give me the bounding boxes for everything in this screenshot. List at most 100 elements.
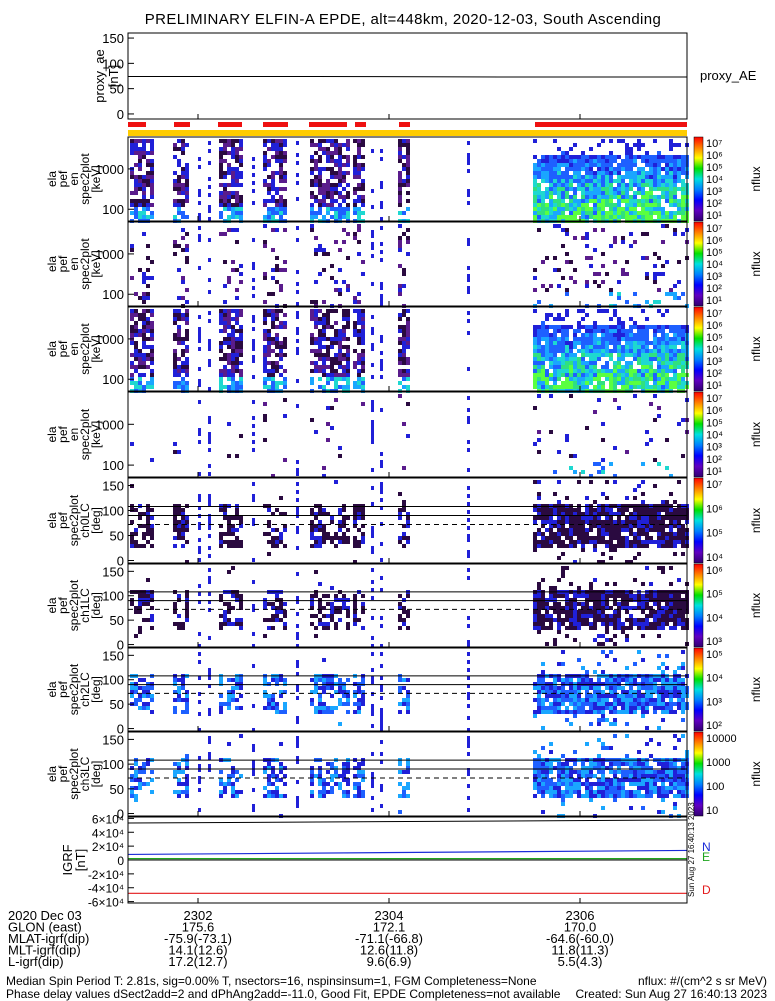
flux-cell — [231, 369, 235, 373]
flux-cell — [649, 686, 653, 690]
flux-cell — [130, 544, 134, 548]
flux-cell — [597, 195, 601, 199]
flux-cell — [138, 630, 142, 634]
flux-cell — [553, 602, 557, 606]
flux-cell — [549, 341, 553, 345]
flux-cell — [601, 698, 605, 702]
flux-cell — [553, 256, 557, 260]
flux-cell — [621, 187, 625, 191]
flux-cell — [597, 602, 601, 606]
flux-cell — [275, 139, 279, 143]
flux-cell — [589, 586, 593, 590]
flux-cell — [553, 167, 557, 171]
flux-cell — [565, 341, 569, 345]
flux-cell — [665, 536, 669, 540]
flux-cell — [296, 331, 299, 335]
flux-cell — [569, 698, 573, 702]
flux-cell — [553, 642, 557, 646]
flux-cell — [181, 296, 185, 300]
flux-cell — [645, 726, 649, 730]
flux-cell — [173, 203, 177, 207]
flux-cell — [653, 682, 657, 686]
flux-cell — [545, 167, 549, 171]
flux-cell — [227, 333, 231, 337]
flux-cell — [617, 365, 621, 369]
flux-cell — [673, 614, 677, 618]
flux-cell — [130, 361, 134, 365]
flux-cell — [597, 325, 601, 329]
flux-cell — [609, 520, 613, 524]
flux-cell — [585, 702, 589, 706]
flux-cell — [561, 159, 565, 163]
flux-cell — [593, 365, 597, 369]
flux-cell — [208, 526, 211, 530]
flux-cell — [573, 236, 577, 240]
flux-cell — [557, 702, 561, 706]
flux-cell — [235, 516, 239, 520]
flux-cell — [310, 598, 314, 602]
flux-cell — [227, 678, 231, 682]
flux-cell — [239, 540, 243, 544]
flux-cell — [653, 377, 657, 381]
flux-cell — [593, 175, 597, 179]
axis-tick-label: 100 — [102, 372, 124, 387]
flux-cell — [581, 373, 585, 377]
flux-cell — [589, 191, 593, 195]
flux-cell — [346, 159, 350, 163]
flux-cell — [150, 369, 154, 373]
flux-cell — [605, 155, 609, 159]
flux-cell — [208, 502, 211, 506]
flux-cell — [589, 369, 593, 373]
flux-cell — [633, 488, 637, 492]
flux-cell — [271, 365, 275, 369]
flux-cell — [637, 175, 641, 179]
spectrogram-cells — [130, 566, 689, 648]
flux-cell — [142, 155, 146, 159]
flux-cell — [577, 167, 581, 171]
flux-cell — [371, 404, 374, 408]
flux-cell — [673, 594, 677, 598]
flux-cell — [231, 167, 235, 171]
flux-cell — [625, 710, 629, 714]
flux-cell — [585, 532, 589, 536]
flux-cell — [557, 357, 561, 361]
flux-cell — [617, 179, 621, 183]
flux-cell — [208, 608, 211, 612]
flux-cell — [406, 516, 410, 520]
flux-cell — [533, 179, 537, 183]
flux-cell — [629, 203, 633, 207]
flux-cell — [357, 240, 361, 244]
flux-cell — [181, 369, 185, 373]
flux-cell — [589, 622, 593, 626]
flux-cell — [296, 238, 299, 242]
flux-cell — [342, 353, 346, 357]
flux-cell — [605, 598, 609, 602]
flux-cell — [402, 678, 406, 682]
flux-cell — [629, 325, 633, 329]
flux-cell — [467, 193, 470, 197]
flux-cell — [146, 256, 150, 260]
flux-cell — [645, 151, 649, 155]
flux-cell — [613, 381, 617, 385]
flux-cell — [557, 618, 561, 622]
flux-cell — [357, 167, 361, 171]
flux-cell — [601, 528, 605, 532]
flux-cell — [601, 155, 605, 159]
flux-cell — [581, 614, 585, 618]
flux-cell — [177, 365, 181, 369]
flux-cell — [657, 155, 661, 159]
flux-cell — [326, 349, 330, 353]
flux-cell — [338, 151, 342, 155]
flux-cell — [661, 686, 665, 690]
flux-cell — [185, 528, 189, 532]
flux-cell — [177, 139, 181, 143]
flux-cell — [657, 520, 661, 524]
flux-cell — [263, 357, 267, 361]
flux-cell — [330, 373, 334, 377]
flux-cell — [641, 594, 645, 598]
flux-cell — [597, 329, 601, 333]
flux-cell — [322, 361, 326, 365]
flux-cell — [263, 598, 267, 602]
flux-cell — [398, 175, 402, 179]
